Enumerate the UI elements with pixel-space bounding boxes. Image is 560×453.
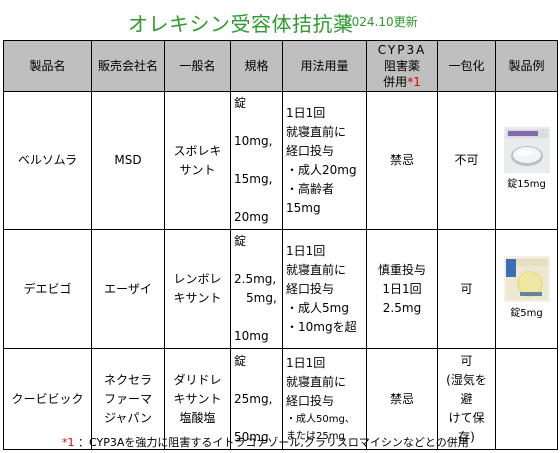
cell-company: ネクセラ ファーマ ジャパン [91,348,165,450]
dosage-line-small: ・成人50mg、 [286,413,355,425]
cell-dosage: 1日1回 就寝直前に 経口投与 ・成人50mg、 または25mg [282,348,367,450]
cell-company: MSD [91,91,165,230]
spec-line: 25mg, [234,372,273,406]
cell-cyp: 禁忌 [366,348,438,450]
generic-line: ダリドレ [173,372,222,387]
packaging-line: 不可 [454,153,479,167]
header-spec: 規格 [230,40,283,92]
dosage-line: 15mg [286,200,321,215]
cell-product: クービビック [3,348,92,450]
dosage-line: 経口投与 [286,143,335,158]
spec-line: 10mg [234,310,269,343]
cell-spec: 錠 25mg, 50mg [230,348,283,450]
packaging-line: けて保存) [448,410,485,444]
generic-line: レンボレ [173,272,222,286]
drug-table: 製品名 販売会社名 一般名 規格 用法用量 CYP3A 阻害薬 併用*1 一包化… [3,40,558,450]
page-title: オレキシン受容体拮抗薬 [128,12,354,36]
packaging-line: 可 [460,281,473,296]
header-packaging: 一包化 [437,40,496,92]
image-caption: 錠15mg [507,179,546,190]
cell-cyp: 禁忌 [366,91,438,230]
footnote-mark: *1 [62,436,75,449]
dosage-line: ・成人5mg [286,300,349,315]
cell-product: ベルソムラ [3,91,92,230]
header-company: 販売会社名 [91,40,165,92]
tablet-image-dayvigo [503,255,550,302]
header-image: 製品例 [495,40,558,92]
packaging-line: 可 [460,353,473,368]
cell-packaging: 不可 [437,91,496,230]
header-cyp-mark: *1 [407,75,421,89]
generic-line: サント [179,162,216,177]
cell-company: エーザイ [91,229,165,349]
dosage-line: 就寝直前に [286,374,347,389]
cell-generic: スボレキ サント [164,91,231,230]
header-cyp-line1: CYP3A [377,43,427,57]
dosage-line: 1日1回 [286,105,326,120]
spec-line: 錠 [234,96,247,110]
header-product: 製品名 [3,40,92,92]
spec-line: 錠 [234,353,247,368]
footnote-text: ：CYP3Aを強力に阻害するイトラコナゾール,クラリスロマイシンなどとの併用 [78,436,469,449]
dosage-line: ・高齢者 [286,181,335,196]
cell-image [495,348,558,450]
company-line: ジャパン [103,410,152,425]
dosage-line: 経口投与 [286,281,335,296]
generic-line: キサント [173,291,222,305]
company-line: ネクセラ [103,372,152,387]
spec-line: 20mg [234,191,269,224]
cyp-line: 禁忌 [389,391,414,406]
company-line: ファーマ [103,391,152,406]
cyp-line: 1日1回 [382,281,422,296]
cell-packaging: 可 [437,229,496,349]
cell-dosage: 1日1回 就寝直前に 経口投与 ・成人5mg ・10mgを超 [282,229,367,349]
spec-line: 10mg, [234,115,273,148]
header-cyp-line3-wrap: 併用*1 [369,74,435,90]
generic-line: 塩酸塩 [179,410,216,425]
dosage-line: 1日1回 [286,355,326,370]
cell-generic: レンボレ キサント [164,229,231,349]
cell-dosage: 1日1回 就寝直前に 経口投与 ・成人20mg ・高齢者 15mg [282,91,367,230]
dosage-line: ・成人20mg [286,162,357,177]
spec-line: 2.5mg, [234,253,277,286]
generic-line: キサント [173,391,222,406]
spec-line: 15mg, [234,153,273,186]
header-generic: 一般名 [164,40,231,92]
cell-spec: 錠 2.5mg, 5mg, 10mg [230,229,283,349]
cyp-line: 禁忌 [389,153,414,167]
header-cyp: CYP3A 阻害薬 併用*1 [366,40,438,92]
table-row: デエビゴ エーザイ レンボレ キサント 錠 2.5mg, 5mg, 10mg 1… [3,229,558,349]
dosage-line: 1日1回 [286,243,326,258]
dosage-line: 経口投与 [286,393,335,408]
updated-date: 2024.10更新 [344,15,418,29]
cell-cyp: 慎重投与 1日1回 2.5mg [366,229,438,349]
table-row: ベルソムラ MSD スボレキ サント 錠 10mg, 15mg, 20mg 1日… [3,91,558,230]
cell-product: デエビゴ [3,229,92,349]
generic-line: スボレキ [173,143,222,158]
header-cyp-line3: 併用 [383,75,408,89]
dosage-line: 就寝直前に [286,124,347,139]
cell-image: 錠15mg [495,91,558,230]
footnote: *1 ：CYP3Aを強力に阻害するイトラコナゾール,クラリスロマイシンなどとの併… [62,434,469,450]
header-dosage: 用法用量 [282,40,367,92]
table-row: クービビック ネクセラ ファーマ ジャパン ダリドレ キサント 塩酸塩 錠 25… [3,348,558,450]
cell-spec: 錠 10mg, 15mg, 20mg [230,91,283,230]
image-caption: 錠5mg [510,307,543,319]
packaging-line: (湿気を避 [446,372,487,406]
dosage-line-small: または25mg [286,430,345,442]
dosage-line: ・10mgを超 [286,319,357,334]
dosage-line: 就寝直前に [286,262,347,277]
tablet-image-belsomra [503,127,550,173]
title-row: オレキシン受容体拮抗薬 2024.10更新 [0,8,560,36]
spec-line: 50mg [234,410,269,444]
spec-line: 錠 [234,234,247,248]
header-cyp-line2: 阻害薬 [383,59,420,73]
header-row: 製品名 販売会社名 一般名 規格 用法用量 CYP3A 阻害薬 併用*1 一包化… [3,40,558,92]
cyp-line: 慎重投与 [377,262,426,277]
cell-image: 錠5mg [495,229,558,349]
spec-line: 5mg, [234,291,277,305]
cyp-line: 2.5mg [382,300,422,315]
